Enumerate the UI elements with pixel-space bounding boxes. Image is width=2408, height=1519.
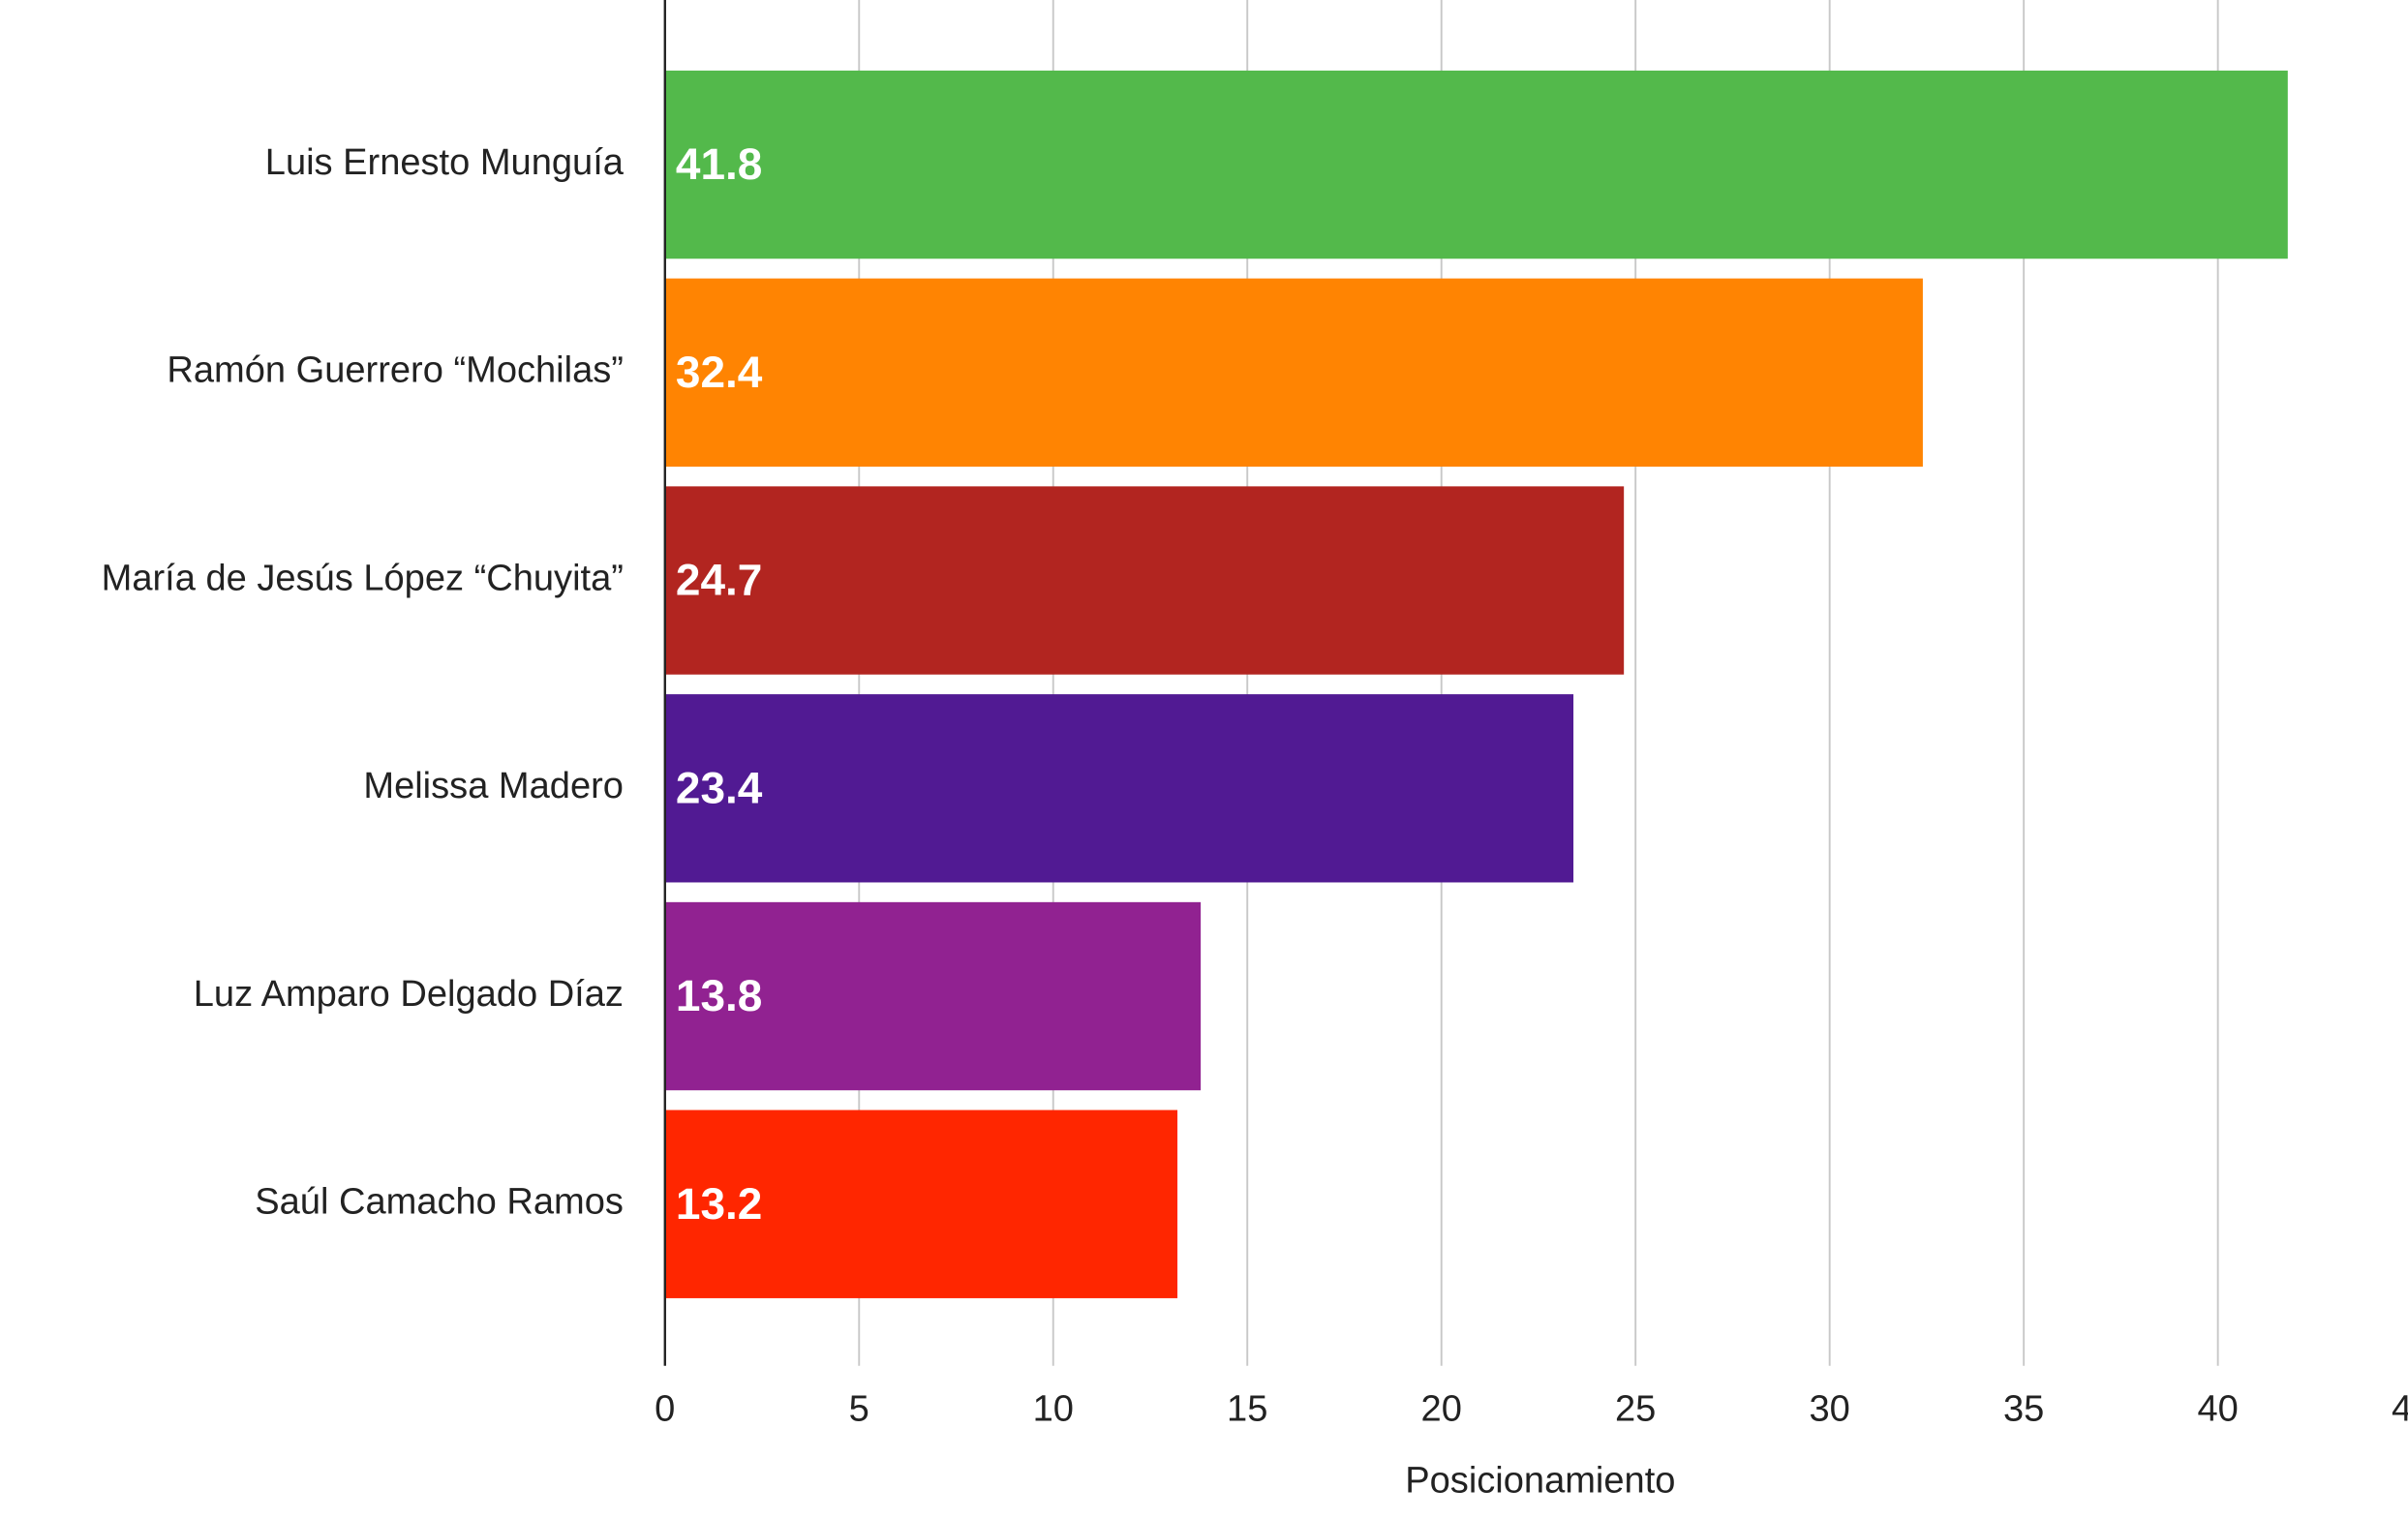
bar (664, 70, 2288, 259)
x-tick-label: 15 (1227, 1389, 1267, 1430)
x-tick-label: 25 (1615, 1389, 1656, 1430)
y-tick-label: María de Jesús López “Chuyita” (102, 559, 624, 599)
x-tick-label: 35 (2003, 1389, 2044, 1430)
bar (664, 486, 1625, 675)
y-tick-label: Ramón Guerrero “Mochilas” (167, 350, 624, 391)
x-tick-label: 45 (2392, 1389, 2408, 1430)
y-tick-label: Luz Amparo Delgado Díaz (194, 974, 624, 1015)
x-tick-label: 10 (1033, 1389, 1074, 1430)
value-label: 13.8 (676, 971, 763, 1020)
x-axis-title: Posicionamiento (1405, 1461, 1675, 1502)
value-label: 32.4 (676, 348, 763, 397)
value-label: 13.2 (676, 1179, 763, 1229)
value-label: 23.4 (676, 764, 763, 813)
bar (664, 901, 1202, 1091)
bar (664, 1109, 1178, 1298)
y-tick-label: Melissa Madero (363, 766, 624, 806)
bar (664, 278, 1923, 467)
x-tick-label: 30 (1810, 1389, 1850, 1430)
x-tick-label: 5 (849, 1389, 869, 1430)
x-tick-label: 20 (1421, 1389, 1462, 1430)
value-label: 24.7 (676, 556, 763, 605)
y-tick-label: Luis Ernesto Munguía (265, 142, 625, 183)
value-label: 41.8 (676, 139, 763, 189)
x-tick-label: 0 (655, 1389, 675, 1430)
y-tick-label: Saúl Camacho Ramos (255, 1182, 624, 1223)
x-tick-label: 40 (2197, 1389, 2238, 1430)
bar (664, 694, 1574, 883)
